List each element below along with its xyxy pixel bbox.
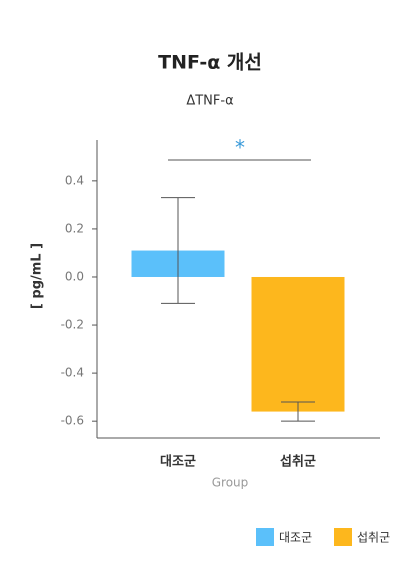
y-tick-label: 0.2 bbox=[65, 221, 84, 235]
x-tick-label: 대조군 bbox=[160, 455, 196, 470]
legend-swatch bbox=[334, 528, 352, 546]
y-tick-label: -0.4 bbox=[61, 366, 84, 380]
y-tick-label: -0.2 bbox=[61, 318, 84, 332]
bar bbox=[251, 276, 345, 412]
legend-label: 대조군 bbox=[279, 531, 312, 545]
significance-mark: * bbox=[235, 136, 245, 160]
legend-label: 섭취군 bbox=[357, 531, 390, 545]
y-tick-label: 0.4 bbox=[65, 173, 84, 187]
chart-subtitle: ΔTNF-α bbox=[186, 94, 233, 109]
y-axis-label: [ pg/mL ] bbox=[30, 243, 45, 309]
y-tick-label: -0.6 bbox=[61, 414, 84, 428]
x-tick-label: 섭취군 bbox=[280, 454, 316, 470]
legend-swatch bbox=[256, 528, 274, 546]
y-tick-label: 0.0 bbox=[65, 269, 84, 283]
chart-title: TNF-α 개선 bbox=[158, 52, 262, 74]
x-axis-label: Group bbox=[212, 476, 249, 490]
